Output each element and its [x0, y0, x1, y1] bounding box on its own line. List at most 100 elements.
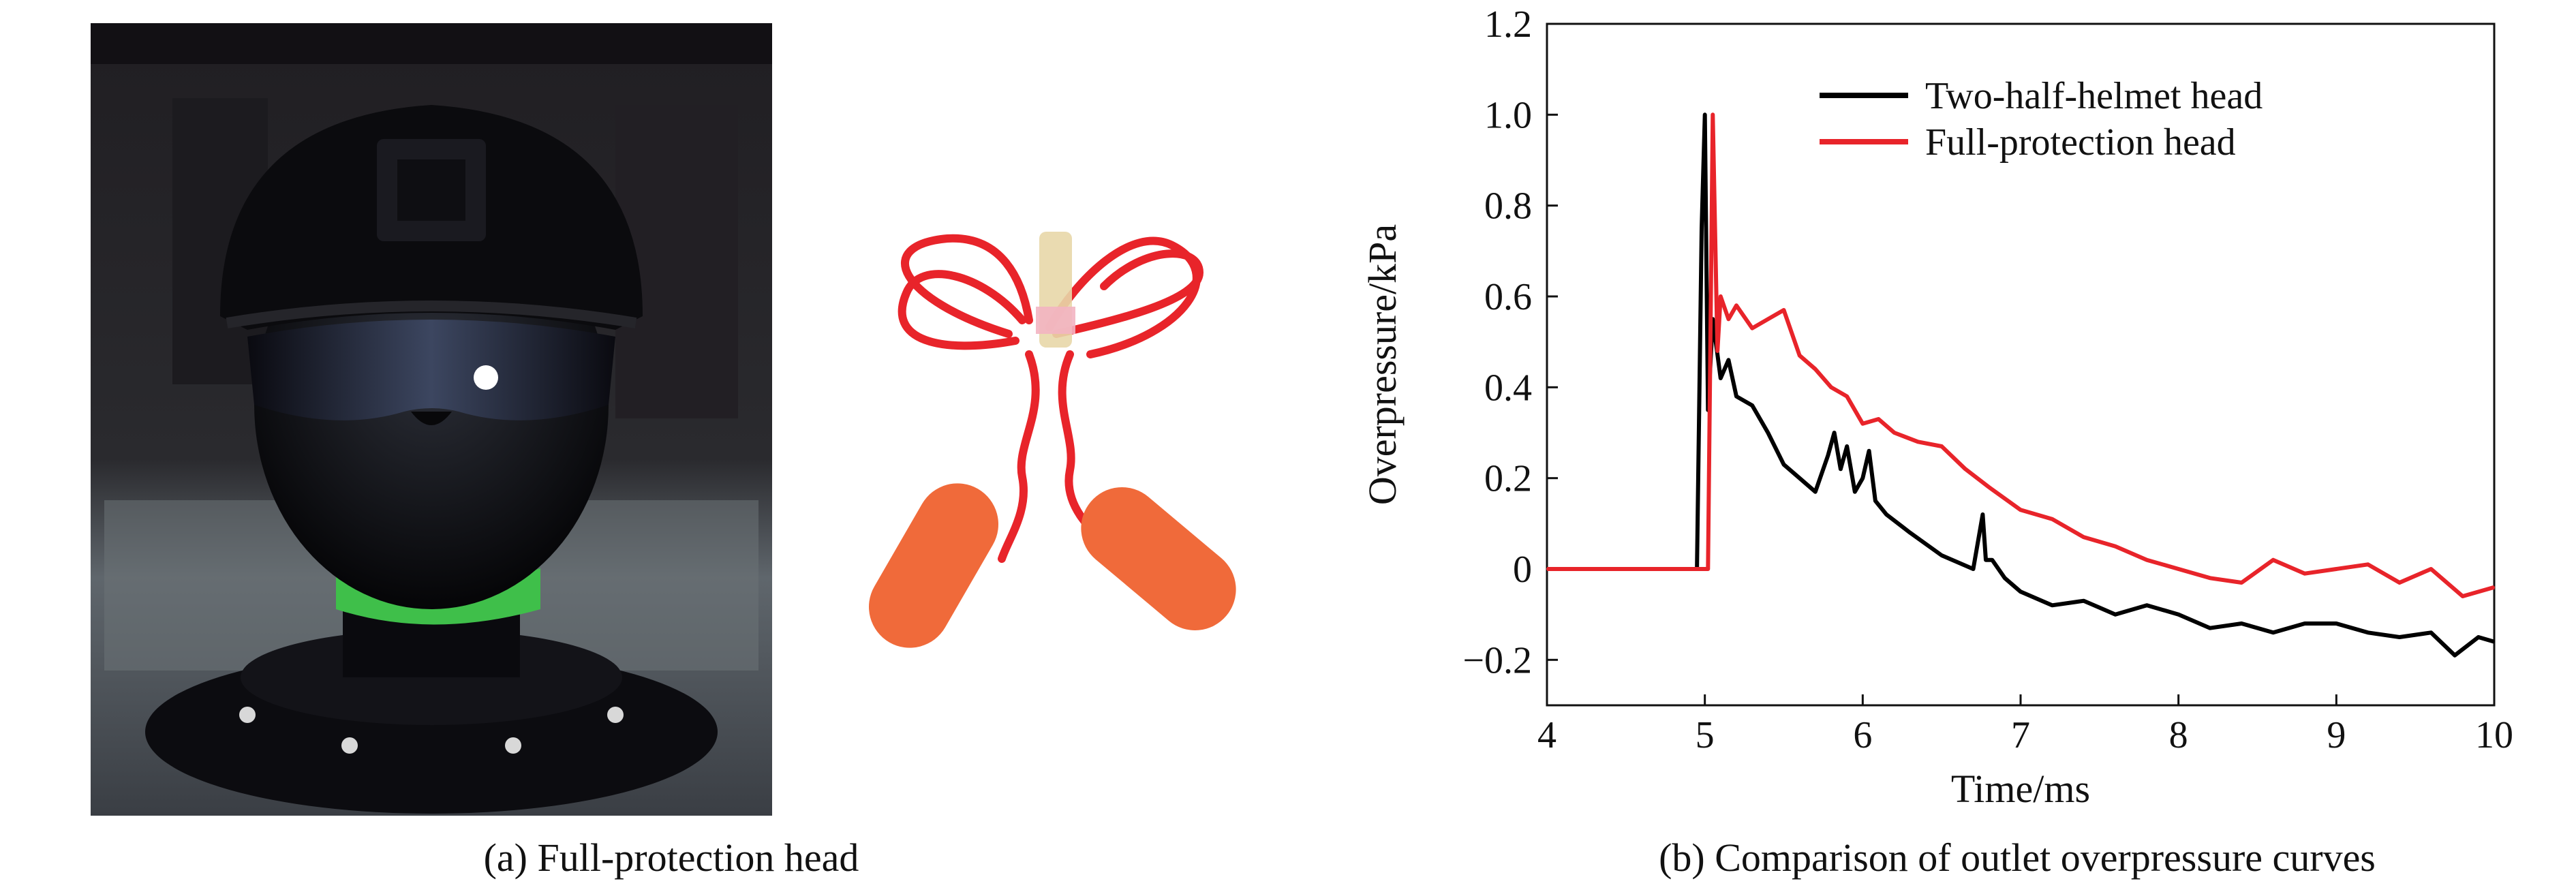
data-point	[1719, 295, 1722, 298]
data-point	[1868, 450, 1870, 452]
data-point	[1845, 395, 1848, 397]
y-tick-label: 0.2	[1484, 458, 1532, 500]
data-point	[1940, 445, 1943, 448]
data-point	[2177, 613, 2179, 615]
y-tick-label: 1.2	[1484, 3, 1532, 46]
left-earplug	[869, 483, 998, 648]
x-tick-label: 7	[2011, 714, 2030, 756]
data-point	[2083, 536, 2085, 538]
y-tick-label: 0	[1513, 549, 1532, 591]
mannequin-head-image	[91, 23, 772, 816]
data-point	[1988, 486, 1990, 489]
data-point	[1751, 404, 1753, 407]
data-point	[1625, 568, 1627, 570]
data-point	[1767, 431, 1769, 434]
x-tick-label: 10	[2475, 714, 2513, 756]
data-point	[2430, 632, 2432, 634]
data-point	[1712, 114, 1714, 116]
data-point	[1877, 418, 1880, 420]
caption-a: (a) Full-protection head	[483, 835, 859, 880]
data-point	[1854, 491, 1856, 493]
data-point	[1814, 368, 1817, 370]
data-point	[1783, 309, 1785, 311]
data-point	[1982, 513, 1984, 516]
data-point	[2462, 595, 2464, 598]
data-point	[1735, 305, 1738, 307]
data-point	[2398, 581, 2401, 584]
data-point	[1845, 445, 1848, 448]
data-point	[1917, 441, 1919, 443]
data-point	[1839, 468, 1842, 470]
caption-b: (b) Comparison of outlet overpressure cu…	[1659, 835, 2376, 880]
data-point	[2019, 591, 2022, 593]
data-point	[1964, 468, 1967, 470]
full-protection-head-photo	[91, 23, 772, 816]
data-point	[2453, 654, 2456, 656]
series-line-1	[1547, 112, 2495, 598]
data-point	[1700, 227, 1703, 230]
overpressure-chart-svg: 4 5 6 7 8 9 10 1.2 1.0 0.8 0.6 0.4 0.2 0 −0.2 Time/ms Ov…	[1360, 3, 2513, 811]
data-point	[1940, 554, 1943, 557]
data-point	[2241, 622, 2243, 625]
data-point	[1814, 491, 1817, 493]
data-point	[1728, 359, 1730, 361]
data-point	[2430, 568, 2432, 570]
data-point	[1783, 463, 1785, 465]
earplugs-image	[845, 218, 1254, 668]
x-tick-label: 9	[2327, 714, 2346, 756]
overpressure-chart: 4 5 6 7 8 9 10 1.2 1.0 0.8 0.6 0.4 0.2 0 −0.2 Time/ms Ov…	[1349, 0, 2576, 828]
data-point	[2303, 622, 2306, 625]
data-point	[2146, 604, 2148, 606]
legend-label-1: Full-protection head	[1925, 121, 2236, 164]
data-point	[1704, 114, 1706, 116]
data-point	[2398, 636, 2401, 639]
data-point	[2114, 545, 2117, 547]
data-point	[1984, 559, 1987, 561]
data-point	[1798, 477, 1800, 479]
x-axis-label: Time/ms	[1951, 767, 2090, 811]
data-point	[1827, 455, 1829, 457]
data-point	[2177, 568, 2179, 570]
data-point	[2083, 600, 2085, 602]
data-point	[1717, 350, 1719, 352]
data-point	[1728, 318, 1730, 320]
data-point	[2241, 581, 2243, 584]
data-point	[2477, 636, 2480, 639]
data-point	[1862, 477, 1864, 479]
earplugs-drawing	[869, 232, 1236, 648]
data-point	[2303, 572, 2306, 574]
data-point	[2367, 632, 2369, 634]
data-point	[2051, 604, 2053, 606]
x-tick-label: 8	[2169, 714, 2188, 756]
data-point	[1893, 431, 1895, 434]
y-tick-label: 0.8	[1484, 185, 1532, 228]
data-point	[2209, 627, 2211, 629]
data-point	[2272, 632, 2274, 634]
right-earplug	[1081, 487, 1236, 630]
data-point	[2004, 577, 2006, 579]
data-point	[1909, 532, 1912, 534]
data-point	[1751, 327, 1753, 329]
legend-label-0: Two-half-helmet head	[1925, 75, 2263, 117]
x-tick-label: 5	[1696, 714, 1715, 756]
x-tick-label: 4	[1537, 714, 1557, 756]
data-point	[1862, 422, 1864, 425]
data-point	[1991, 559, 1993, 561]
data-point	[1972, 568, 1974, 570]
data-point	[2146, 559, 2148, 561]
y-tick-label: 0.6	[1484, 276, 1532, 318]
y-tick-label: 1.0	[1484, 94, 1532, 136]
data-point	[2114, 613, 2117, 615]
data-point	[2493, 641, 2496, 643]
data-point	[1830, 386, 1833, 388]
data-point	[1767, 318, 1769, 320]
data-point	[2209, 577, 2211, 579]
data-point	[2019, 509, 2022, 511]
data-point	[2335, 622, 2337, 625]
data-point	[1546, 568, 1548, 570]
y-axis-label: Overpressure/kPa	[1360, 224, 1405, 505]
data-point	[1707, 568, 1709, 570]
series-line-0	[1547, 112, 2495, 658]
data-point	[1874, 499, 1877, 502]
data-point	[2051, 518, 2053, 520]
